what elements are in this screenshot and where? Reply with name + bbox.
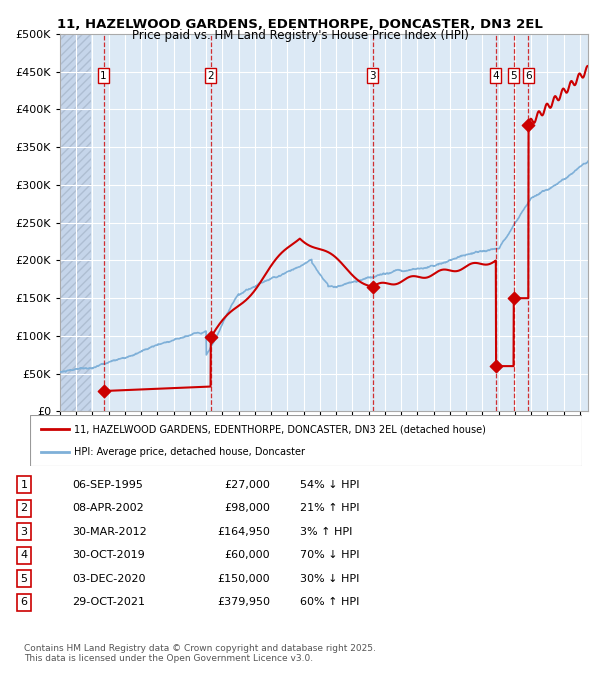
Text: HPI: Average price, detached house, Doncaster: HPI: Average price, detached house, Donc… <box>74 447 305 456</box>
Point <box>206 332 215 343</box>
Text: 21% ↑ HPI: 21% ↑ HPI <box>300 503 359 513</box>
Text: 3% ↑ HPI: 3% ↑ HPI <box>300 527 352 537</box>
FancyBboxPatch shape <box>30 415 582 466</box>
Text: Price paid vs. HM Land Registry's House Price Index (HPI): Price paid vs. HM Land Registry's House … <box>131 29 469 41</box>
Text: 5: 5 <box>510 71 517 80</box>
Text: £60,000: £60,000 <box>224 550 270 560</box>
Text: 30-MAR-2012: 30-MAR-2012 <box>72 527 147 537</box>
Point <box>524 119 533 130</box>
Text: £27,000: £27,000 <box>224 479 270 490</box>
Text: 08-APR-2002: 08-APR-2002 <box>72 503 144 513</box>
Point <box>368 282 377 292</box>
Text: 4: 4 <box>493 71 499 80</box>
Text: 4: 4 <box>20 550 28 560</box>
Text: Contains HM Land Registry data © Crown copyright and database right 2025.
This d: Contains HM Land Registry data © Crown c… <box>24 643 376 663</box>
Text: £150,000: £150,000 <box>217 574 270 584</box>
Text: 1: 1 <box>20 479 28 490</box>
Text: 03-DEC-2020: 03-DEC-2020 <box>72 574 146 584</box>
Text: 3: 3 <box>20 527 28 537</box>
Text: 5: 5 <box>20 574 28 584</box>
Text: 11, HAZELWOOD GARDENS, EDENTHORPE, DONCASTER, DN3 2EL (detached house): 11, HAZELWOOD GARDENS, EDENTHORPE, DONCA… <box>74 424 486 434</box>
Text: 6: 6 <box>20 597 28 607</box>
Bar <box>60 34 91 411</box>
Text: 11, HAZELWOOD GARDENS, EDENTHORPE, DONCASTER, DN3 2EL: 11, HAZELWOOD GARDENS, EDENTHORPE, DONCA… <box>57 18 543 31</box>
Text: 29-OCT-2021: 29-OCT-2021 <box>72 597 145 607</box>
Text: 60% ↑ HPI: 60% ↑ HPI <box>300 597 359 607</box>
Text: 30% ↓ HPI: 30% ↓ HPI <box>300 574 359 584</box>
Point <box>491 360 500 371</box>
Text: 6: 6 <box>525 71 532 80</box>
Text: 54% ↓ HPI: 54% ↓ HPI <box>300 479 359 490</box>
Text: £379,950: £379,950 <box>217 597 270 607</box>
Text: £164,950: £164,950 <box>217 527 270 537</box>
Text: 3: 3 <box>370 71 376 80</box>
Text: 70% ↓ HPI: 70% ↓ HPI <box>300 550 359 560</box>
Text: 2: 2 <box>20 503 28 513</box>
Text: 30-OCT-2019: 30-OCT-2019 <box>72 550 145 560</box>
Text: 1: 1 <box>100 71 107 80</box>
Text: 2: 2 <box>207 71 214 80</box>
Text: £98,000: £98,000 <box>224 503 270 513</box>
Point <box>509 292 518 303</box>
Point <box>99 386 109 396</box>
Text: 06-SEP-1995: 06-SEP-1995 <box>72 479 143 490</box>
